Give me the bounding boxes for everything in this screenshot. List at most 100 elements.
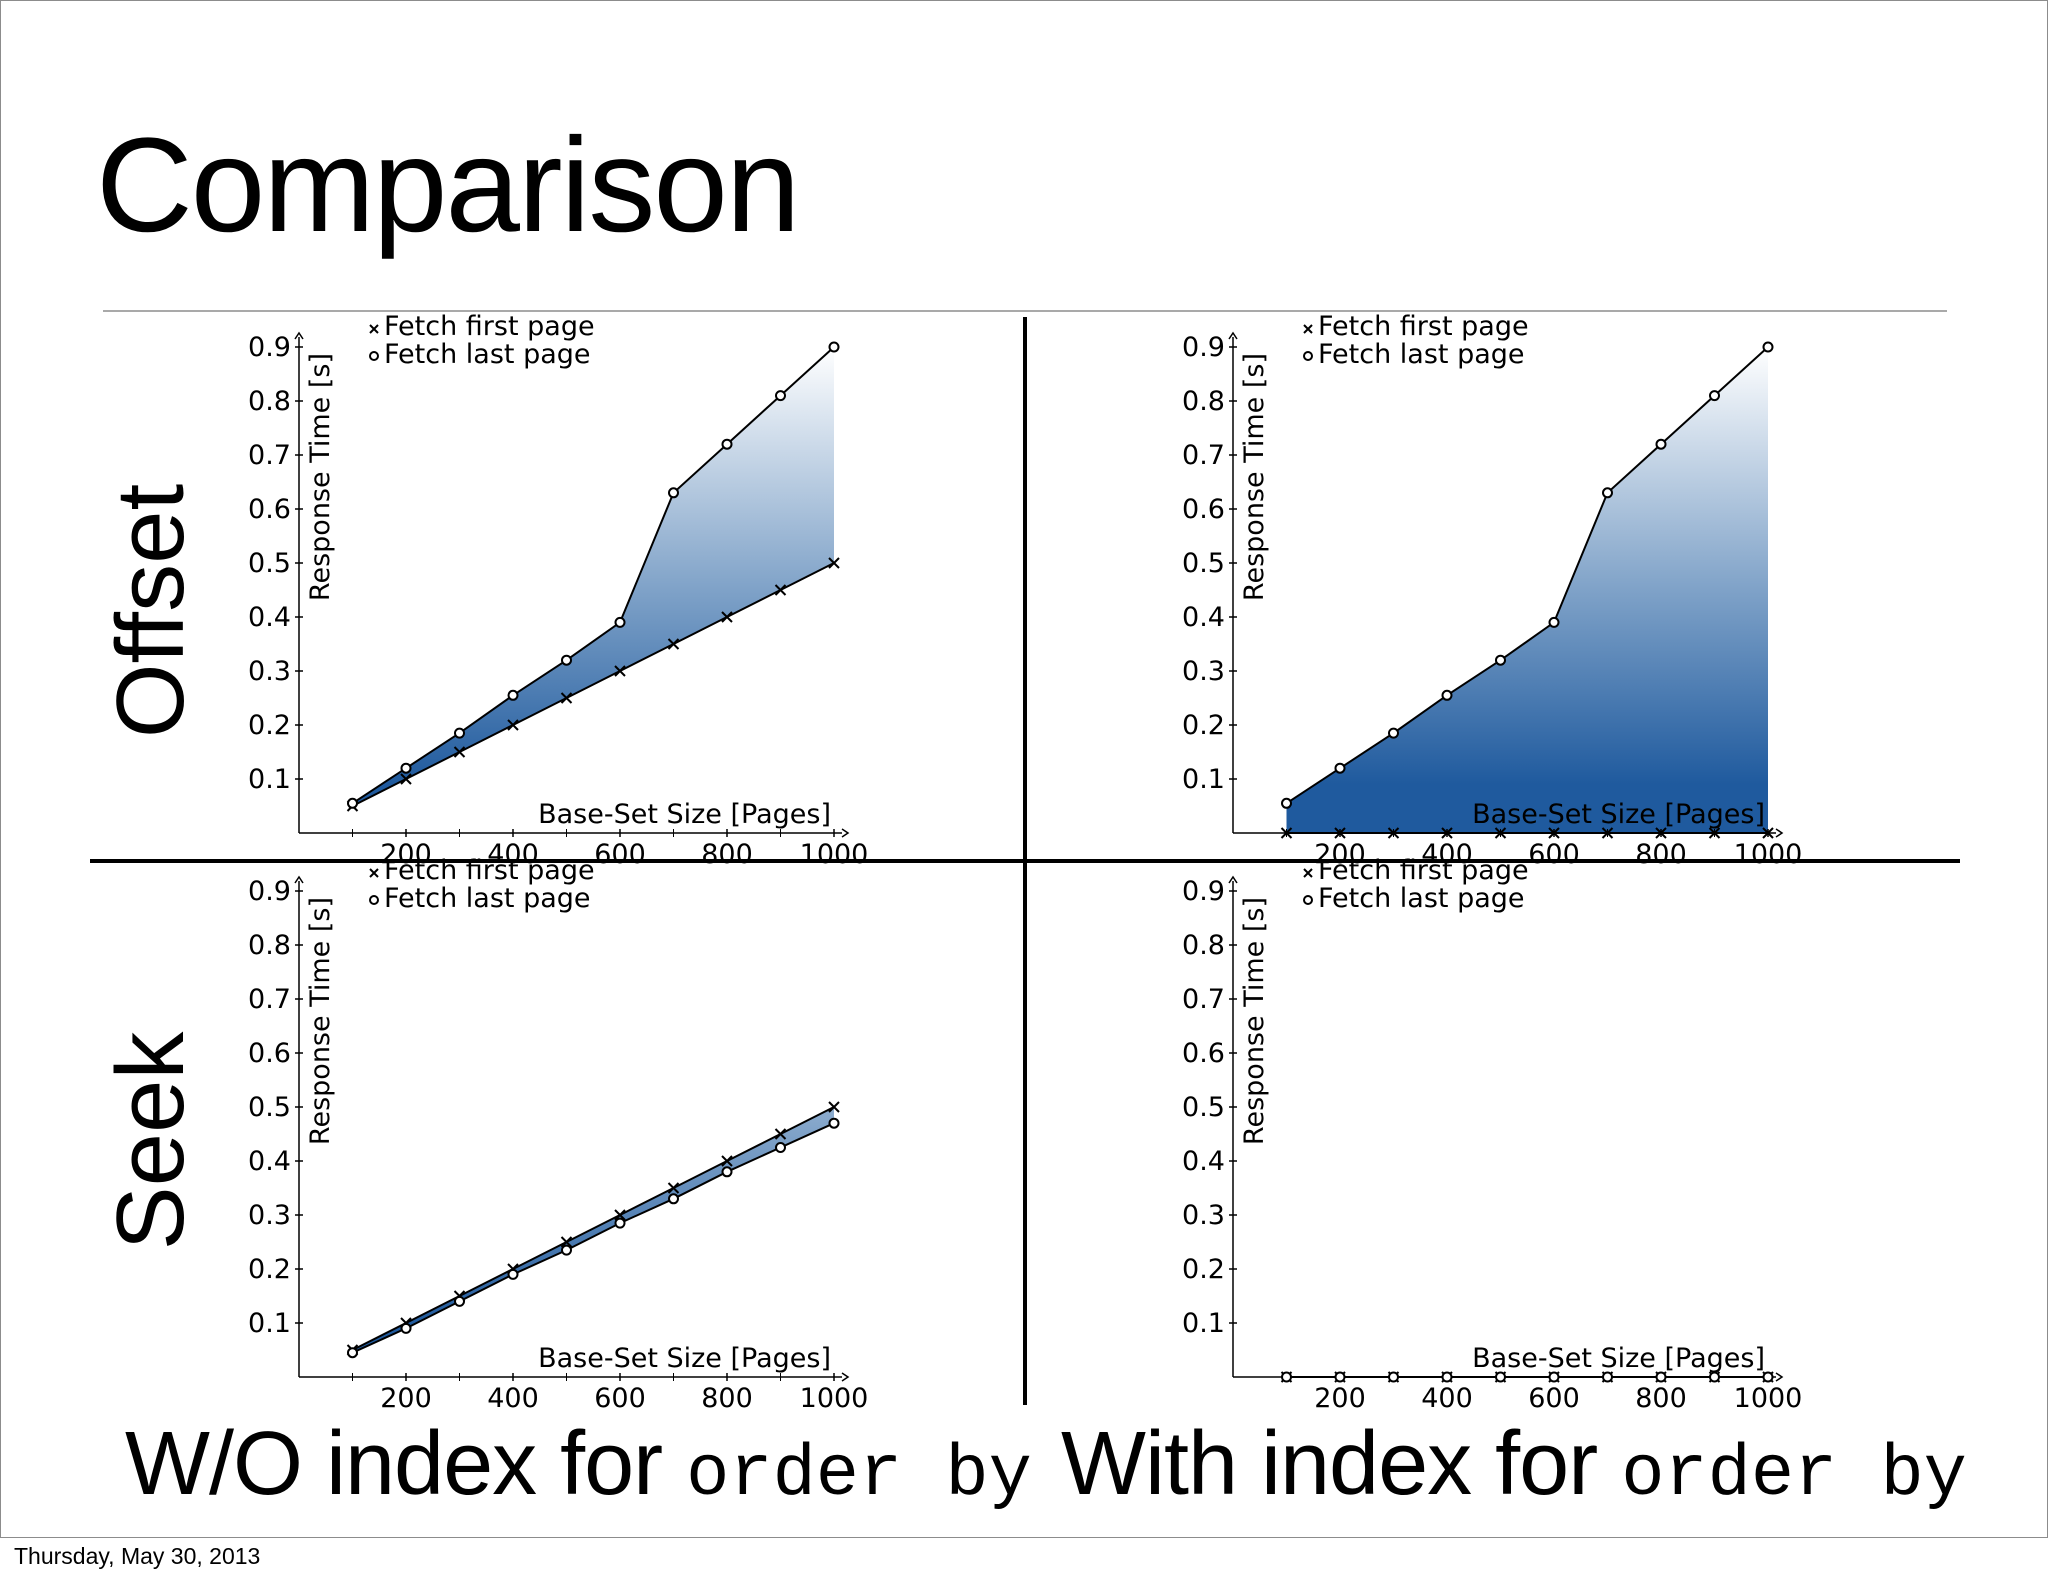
y-axis-label: Response Time [s] (305, 353, 336, 601)
x-axis-label: Base-Set Size [Pages] (538, 799, 831, 830)
y-tick-label: 0.5 (1182, 1092, 1225, 1123)
x-tick-label: 400 (1421, 1383, 1473, 1414)
series-fetch-last-page-point (347, 1347, 358, 1359)
y-tick-label: 0.6 (248, 1038, 291, 1069)
y-tick-label: 0.6 (1182, 494, 1225, 525)
x-axis-arrow (841, 828, 850, 838)
y-tick-label: 0.3 (248, 656, 291, 687)
series-fetch-first-page-point (507, 719, 519, 731)
y-tick-label: 0.5 (248, 548, 291, 579)
y-axis-label: Response Time [s] (305, 897, 336, 1145)
x-tick-label: 400 (487, 839, 539, 870)
column-label-code: order by (1621, 1434, 1967, 1516)
x-axis-arrow (1775, 1372, 1784, 1382)
series-fetch-last-page-point (347, 797, 358, 809)
y-tick-label: 0.1 (1182, 1308, 1225, 1339)
series-fetch-last-page-point (828, 341, 840, 353)
legend-marker-x (369, 324, 379, 334)
y-tick-label: 0.8 (248, 930, 291, 961)
y-tick-label: 0.5 (1182, 548, 1225, 579)
series-fetch-first-page-point (1601, 827, 1614, 839)
series-fetch-last-page-point (454, 727, 465, 739)
series-fetch-first-page-point (1280, 827, 1293, 839)
series-fetch-last-page-point (614, 1217, 626, 1229)
series-fetch-last-page-line (1285, 346, 1769, 805)
series-fetch-first-page-point (614, 665, 626, 677)
series-fetch-first-page-point (1708, 827, 1721, 839)
series-fetch-last-page-point (1548, 1371, 1560, 1383)
y-tick-label: 0.4 (248, 602, 291, 633)
series-fetch-last-page-point (721, 1166, 733, 1178)
series-fetch-first-page-point (1655, 827, 1667, 839)
series-fetch-last-page-point (668, 487, 679, 499)
series-fetch-last-page-point (1441, 1371, 1453, 1383)
series-fetch-last-page-point (1334, 1371, 1346, 1383)
x-axis-label: Base-Set Size [Pages] (1472, 1343, 1765, 1374)
y-tick-label: 0.8 (1182, 930, 1225, 961)
series-fetch-last-page-point (1655, 1371, 1667, 1383)
area-between-series (1286, 347, 1768, 833)
column-label-with-index: With index for order by (1061, 1419, 1967, 1511)
x-tick-label: 1000 (1734, 839, 1803, 870)
series-fetch-last-page-point (561, 654, 572, 666)
series-fetch-first-page-point (560, 692, 573, 704)
chart-seek-with-index: 200 400 600 800 1000 0.1 0.2 0.3 0.4 0.5 0.6 0.7 0.8… (1182, 855, 1802, 1414)
column-label-text: With index for (1061, 1414, 1622, 1514)
series-fetch-last-page-point (1281, 1371, 1292, 1383)
y-tick-label: 0.9 (248, 876, 291, 907)
series-fetch-first-page-point (1762, 827, 1774, 839)
series-fetch-last-page-point (1495, 1371, 1506, 1383)
series-fetch-last-page-point (775, 1142, 786, 1153)
y-tick-label: 0.6 (248, 494, 291, 525)
x-tick-label: 200 (380, 839, 432, 870)
y-tick-label: 0.9 (248, 332, 291, 363)
y-tick-label: 0.7 (1182, 440, 1225, 471)
y-tick-label: 0.3 (1182, 656, 1225, 687)
y-axis-label: Response Time [s] (1239, 353, 1270, 601)
chart-offset-with-index: 200 400 600 800 1000 0.1 0.2 0.3 0.4 0.5 0.6 0.7 0.8… (1182, 311, 1802, 870)
x-tick-label: 1000 (1734, 1383, 1803, 1414)
x-tick-label: 600 (1528, 1383, 1580, 1414)
y-tick-label: 0.5 (248, 1092, 291, 1123)
series-fetch-last-page-line (352, 1122, 835, 1354)
x-axis-arrow (1775, 828, 1784, 838)
legend-marker-x (369, 868, 379, 878)
legend-label-fetch-last-page: Fetch last page (384, 883, 591, 914)
x-axis-label: Base-Set Size [Pages] (538, 1343, 831, 1374)
series-fetch-last-page-point (507, 1268, 519, 1280)
series-fetch-last-page-point (507, 689, 519, 701)
y-tick-label: 0.2 (1182, 710, 1225, 741)
x-tick-label: 600 (1528, 839, 1580, 870)
legend-label-fetch-first-page: Fetch first page (1318, 855, 1529, 886)
series-fetch-first-page-point (721, 1155, 733, 1167)
legend-label-fetch-last-page: Fetch last page (384, 339, 591, 370)
row-label-seek: Seek (97, 1031, 204, 1251)
series-fetch-first-page-point (828, 557, 840, 569)
legend-marker-circle (1303, 895, 1313, 905)
series-fetch-first-page-point (1441, 827, 1453, 839)
series-fetch-first-page-point (453, 746, 466, 758)
chart-offset-without-index: 200 400 600 800 1000 0.1 0.2 0.3 0.4 0.5 0.6 0.7 0.8… (248, 311, 868, 870)
legend-label-fetch-first-page: Fetch first page (1318, 311, 1529, 342)
y-tick-label: 0.9 (1182, 332, 1225, 363)
series-fetch-last-page-point (1441, 689, 1453, 701)
series-fetch-last-page-point (1762, 1371, 1774, 1383)
series-fetch-first-page-point (400, 773, 412, 785)
series-fetch-last-page-point (614, 616, 626, 628)
y-tick-label: 0.1 (248, 764, 291, 795)
series-fetch-last-page-point (668, 1193, 679, 1205)
x-tick-label: 600 (594, 839, 646, 870)
title-rule (103, 310, 1947, 312)
y-tick-label: 0.7 (248, 984, 291, 1015)
series-fetch-last-page-point (1334, 762, 1346, 774)
y-tick-label: 0.2 (1182, 1254, 1225, 1285)
y-axis-arrow (294, 331, 304, 340)
y-tick-label: 0.4 (1182, 1146, 1225, 1177)
series-fetch-last-page-point (454, 1295, 465, 1307)
column-label-without-index: W/O index for order by (125, 1419, 1032, 1511)
y-tick-label: 0.9 (1182, 876, 1225, 907)
series-fetch-first-page-point (774, 584, 787, 596)
series-fetch-last-page-point (1655, 438, 1667, 450)
x-tick-label: 800 (1635, 839, 1687, 870)
series-fetch-first-page-point (1494, 827, 1507, 839)
